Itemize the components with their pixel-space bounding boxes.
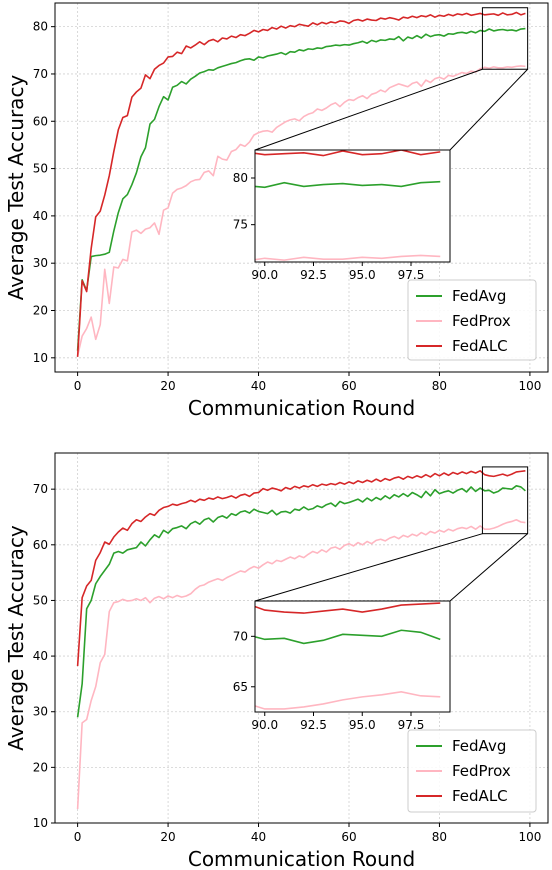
- inset-y-tick-label: 75: [233, 218, 248, 232]
- inset-series-line-fedprox: [255, 254, 441, 261]
- y-tick-label: 70: [33, 67, 48, 81]
- legend: FedAvg FedProx FedALC: [407, 729, 537, 813]
- inset-x-tick-label: 95.0: [349, 718, 376, 732]
- series-line-fedalc: [76, 469, 526, 667]
- y-tick-label: 50: [33, 162, 48, 176]
- x-tick-label: 80: [432, 379, 447, 393]
- legend-label-fedprox: FedProx: [452, 312, 511, 330]
- inset-y-tick-label: 80: [233, 171, 248, 185]
- y-tick-label: 30: [33, 256, 48, 270]
- inset-x-tick-label: 92.5: [300, 718, 327, 732]
- x-tick-label: 20: [160, 379, 175, 393]
- x-tick-label: 100: [518, 830, 541, 844]
- y-tick-label: 10: [33, 816, 48, 830]
- x-tick-label: 40: [251, 379, 266, 393]
- plot-frame: [54, 452, 549, 824]
- legend-label-fedavg: FedAvg: [452, 737, 506, 755]
- chart-panel-1: 0 20 40 60 80 100 10 20 30 40 50 60 70 80 Communicatio…: [4, 2, 549, 420]
- y-tick-label: 40: [33, 209, 48, 223]
- zoom-connector-line: [449, 68, 529, 151]
- inset-series-line-fedalc: [255, 150, 441, 157]
- legend: FedAvg FedProx FedALC: [407, 279, 537, 361]
- inset-x-tick-label: 92.5: [300, 268, 327, 282]
- series-line-fedalc: [76, 11, 526, 357]
- x-tick-label: 80: [432, 830, 447, 844]
- x-axis-label: Communication Round: [188, 847, 415, 870]
- legend-label-fedalc: FedALC: [452, 337, 508, 355]
- y-axis-label: Average Test Accuracy: [4, 525, 28, 751]
- legend-box: [407, 729, 537, 813]
- inset-series-line-fedalc: [255, 602, 441, 614]
- x-tick-label: 20: [160, 830, 175, 844]
- inset-series-line-fedavg: [255, 180, 441, 189]
- x-tick-label: 60: [341, 379, 356, 393]
- series-line-fedavg: [76, 27, 526, 351]
- y-tick-label: 60: [33, 538, 48, 552]
- legend-label-fedprox: FedProx: [452, 762, 511, 780]
- series-line-fedprox: [76, 65, 526, 357]
- inset-background: [255, 150, 450, 262]
- legend-label-fedavg: FedAvg: [452, 287, 506, 305]
- legend-label-fedalc: FedALC: [452, 787, 508, 805]
- y-tick-label: 20: [33, 760, 48, 774]
- y-tick-label: 10: [33, 351, 48, 365]
- inset-x-tick-label: 90.0: [251, 268, 278, 282]
- x-tick-label: 40: [251, 830, 266, 844]
- x-tick-label: 0: [74, 379, 82, 393]
- y-tick-label: 30: [33, 705, 48, 719]
- series-line-fedavg: [76, 485, 526, 718]
- inset-axes: 90.0 92.5 95.0 97.5 65 70: [233, 600, 451, 732]
- zoom-connector-line: [254, 533, 483, 602]
- inset-x-tick-label: 90.0: [251, 718, 278, 732]
- inset-frame: [254, 149, 451, 263]
- x-tick-label: 0: [74, 830, 82, 844]
- inset-frame: [254, 600, 451, 713]
- series-group: [76, 11, 526, 357]
- zoom-region-box: [481, 7, 529, 70]
- inset-series-line-fedprox: [255, 691, 441, 710]
- inset-x-tick-label: 95.0: [349, 268, 376, 282]
- inset-x-tick-label: 97.5: [398, 268, 425, 282]
- y-tick-label: 70: [33, 482, 48, 496]
- inset-y-tick-label: 65: [233, 680, 248, 694]
- inset-axes: 90.0 92.5 95.0 97.5 75 80: [233, 149, 451, 282]
- plot-frame: [54, 2, 549, 373]
- y-tick-label: 60: [33, 114, 48, 128]
- y-tick-label: 80: [33, 20, 48, 34]
- inset-series-group: [255, 150, 441, 261]
- y-tick-label: 40: [33, 649, 48, 663]
- inset-background: [255, 601, 450, 712]
- x-tick-label: 60: [341, 830, 356, 844]
- y-axis-label: Average Test Accuracy: [4, 75, 28, 301]
- ticks: 0 20 40 60 80 100 10 20 30 40 50 60 70: [33, 482, 542, 844]
- series-group: [76, 469, 526, 810]
- series-line-fedprox: [76, 518, 526, 810]
- zoom-region-box: [481, 466, 529, 535]
- inset-series-line-fedavg: [255, 629, 441, 645]
- inset-x-tick-label: 97.5: [398, 718, 425, 732]
- x-axis-label: Communication Round: [188, 396, 415, 420]
- chart-panel-2: 0 20 40 60 80 100 10 20 30 40 50 60 70 Communication …: [4, 452, 549, 870]
- y-tick-label: 20: [33, 304, 48, 318]
- inset-series-group: [255, 602, 441, 710]
- zoom-connector-line: [449, 533, 528, 602]
- legend-box: [407, 279, 537, 361]
- x-tick-label: 100: [518, 379, 541, 393]
- zoom-connector-line: [254, 68, 483, 151]
- ticks: 0 20 40 60 80 100 10 20 30 40 50 60 70 80: [33, 20, 542, 393]
- inset-y-tick-label: 70: [233, 629, 248, 643]
- y-tick-label: 50: [33, 593, 48, 607]
